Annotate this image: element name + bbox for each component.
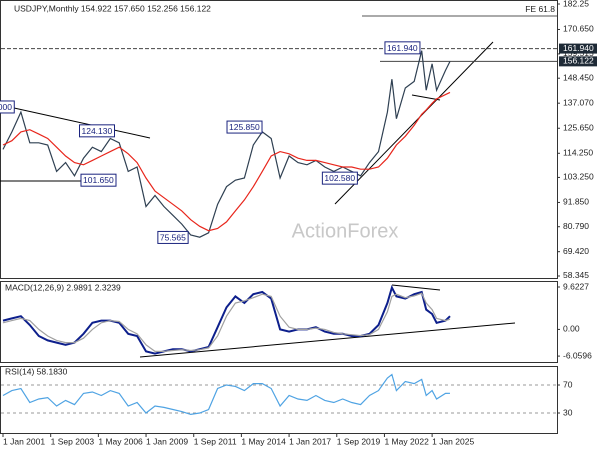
panel-title: RSI(14) 58.1830 [5, 366, 68, 376]
series-line [2, 50, 451, 238]
y-tick-label: 69.420 [563, 246, 589, 256]
annotation: 101.650 [80, 173, 117, 187]
y-tick-label: 170.650 [563, 24, 594, 34]
x-tick-label: 1 Jan 2001 [3, 436, 45, 446]
marker-label: 156.122 [563, 56, 594, 66]
annotation-label: 102.580 [324, 173, 355, 183]
y-tick-label: 0.00 [563, 324, 580, 334]
series-line [2, 91, 451, 232]
y-tick-label: 9.6227 [563, 281, 589, 291]
y-tick-label: 30 [563, 407, 573, 417]
x-tick-label: 1 May 2022 [384, 436, 429, 446]
price-panel [0, 0, 558, 279]
x-tick-label: 1 May 2006 [98, 436, 143, 446]
x-tick-label: 1 Sep 2003 [51, 436, 95, 446]
annotation-box [226, 120, 263, 134]
annotation: 75.565 [157, 230, 189, 244]
panel-title: MACD(12,26,9) 2.9891 2.3239 [5, 282, 121, 292]
annotation-label: 101.650 [83, 175, 114, 185]
annotation-box [80, 173, 117, 187]
macd-panel [0, 281, 558, 363]
fe-label: FE 61.8 [525, 4, 555, 14]
annotation-label: 125.850 [229, 122, 260, 132]
marker-label: 161.940 [563, 43, 594, 53]
rsi-panel [0, 366, 558, 434]
marker-box [559, 56, 597, 67]
series-line [2, 292, 451, 352]
x-tick-label: 1 Sep 2011 [194, 436, 237, 446]
trendline [139, 322, 516, 358]
y-tick-label: 114.250 [563, 148, 593, 158]
annotation: 102.580 [321, 171, 358, 185]
y-tick-label: 182.25 [563, 0, 589, 8]
trendline [4, 105, 151, 139]
x-tick-label: 1 May 2014 [241, 436, 286, 446]
x-tick-label: 1 Sep 2019 [337, 436, 381, 446]
y-tick-label: 125.650 [563, 123, 594, 133]
watermark: ActionForex [292, 220, 399, 242]
annotation: 161.940 [384, 41, 421, 55]
y-tick-label: 137.070 [563, 97, 594, 107]
annotation: 124.130 [79, 124, 116, 138]
series-line [2, 284, 451, 355]
x-tick-label: 1 Jan 2009 [146, 436, 188, 446]
y-tick-label: 91.850 [563, 197, 589, 207]
marker-box [559, 43, 597, 54]
annotation-box [79, 124, 116, 138]
y-tick-label: 70 [563, 379, 573, 389]
annotation-label: 135.000 [0, 102, 12, 112]
annotation-label: 124.130 [82, 126, 113, 136]
y-tick-label: 58.345 [563, 270, 589, 280]
y-tick-label: 148.450 [563, 72, 594, 82]
annotation-label: 75.565 [160, 232, 186, 242]
chart-title: USDJPY,Monthly 154.922 157.650 152.256 1… [14, 3, 211, 13]
series-line [2, 373, 451, 416]
x-tick-label: 1 Jan 2025 [432, 436, 474, 446]
annotation-label: 161.940 [387, 43, 418, 53]
trendline [334, 41, 494, 205]
annotation: 135.000 [0, 100, 15, 114]
annotation-box [321, 171, 358, 185]
y-tick-label: 103.250 [563, 172, 594, 182]
annotation-box [157, 230, 189, 244]
annotation: 125.850 [226, 120, 263, 134]
y-tick-label: -6.0596 [563, 350, 592, 360]
annotation-box [0, 100, 15, 114]
trendline [391, 284, 441, 291]
x-tick-label: 1 Jan 2017 [289, 436, 331, 446]
trendline [411, 94, 441, 101]
y-tick-label: 80.790 [563, 221, 589, 231]
annotation-box [384, 41, 421, 55]
trendlines [0, 41, 516, 358]
